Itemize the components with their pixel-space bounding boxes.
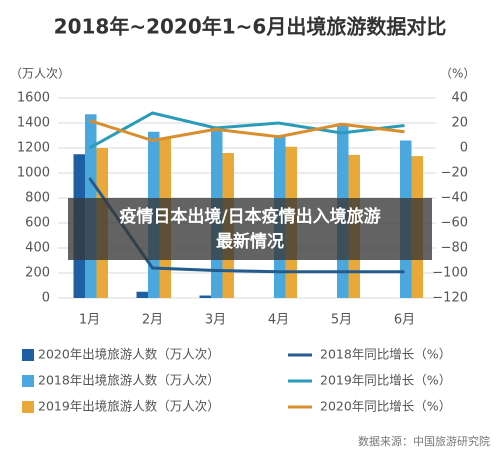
x-tick-label: 5月 [331, 313, 352, 328]
y-tick-label: 1200 [17, 141, 50, 156]
legend-label: 2018年出境旅游人数（万人次） [38, 373, 220, 388]
y2-tick-label: −60 [441, 216, 468, 231]
y-axis-label: （万人次） [10, 67, 70, 81]
y2-tick-label: −100 [432, 266, 468, 281]
y-tick-label: 1400 [17, 116, 50, 131]
overlay-text: 最新情况 [216, 231, 284, 252]
overlay-banner [68, 198, 432, 260]
legend-swatch [22, 401, 34, 413]
y2-tick-label: −120 [432, 291, 468, 306]
x-tick-label: 2月 [142, 313, 163, 328]
x-tick-label: 3月 [205, 313, 226, 328]
y-tick-label: 0 [42, 291, 50, 306]
y2-tick-label: −20 [441, 166, 468, 181]
legend-swatch [22, 349, 34, 361]
legend-label: 2018年同比增长（%） [320, 347, 451, 362]
x-tick-label: 6月 [394, 313, 415, 328]
legend-label: 2019年同比增长（%） [320, 373, 451, 388]
bar [136, 291, 148, 298]
y-tick-label: 800 [25, 191, 50, 206]
bar [199, 295, 211, 298]
y2-axis-label: （%） [440, 67, 475, 81]
y2-tick-label: 20 [451, 116, 468, 131]
y2-tick-label: 0 [460, 141, 468, 156]
y-tick-label: 1000 [17, 166, 50, 181]
source: 数据来源：中国旅游研究院 [358, 434, 490, 448]
y2-tick-label: −80 [441, 241, 468, 256]
legend-label: 2020年同比增长（%） [320, 399, 451, 414]
overlay-text: 疫情日本出境/日本疫情出入境旅游 [119, 206, 380, 227]
y2-tick-label: −40 [441, 191, 468, 206]
y-tick-label: 600 [25, 216, 50, 231]
y-tick-label: 200 [25, 266, 50, 281]
y-tick-label: 1600 [17, 91, 50, 106]
legend-swatch [22, 375, 34, 387]
legend-label: 2020年出境旅游人数（万人次） [38, 347, 220, 362]
y-tick-label: 400 [25, 241, 50, 256]
line [89, 119, 405, 143]
x-tick-label: 1月 [79, 313, 100, 328]
chart-title: 2018年~2020年1~6月出境旅游数据对比 [54, 15, 447, 39]
legend-label: 2019年出境旅游人数（万人次） [38, 399, 220, 414]
x-tick-label: 4月 [268, 313, 289, 328]
line [88, 111, 405, 150]
y2-tick-label: 40 [451, 91, 468, 106]
